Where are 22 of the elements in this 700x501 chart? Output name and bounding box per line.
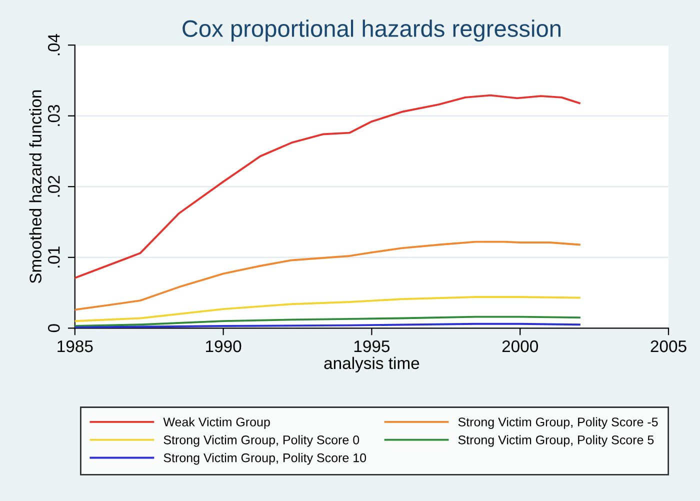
legend-label: Strong Victim Group, Polity Score -5: [458, 417, 658, 429]
x-tick-label: 1995: [354, 340, 390, 352]
legend-label: Strong Victim Group, Polity Score 5: [458, 435, 654, 447]
legend-label: Strong Victim Group, Polity Score 10: [164, 453, 366, 465]
legend-label: Weak Victim Group: [163, 417, 270, 429]
line-series: [74, 316, 580, 328]
y-tick-label: .02: [48, 176, 60, 197]
y-tick-label: .03: [48, 105, 60, 126]
x-tick-label: 2005: [650, 340, 686, 352]
chart-title: Cox proportional hazards regression: [182, 20, 560, 42]
legend-label: Strong Victim Group, Polity Score 0: [164, 435, 360, 447]
line-series: [74, 296, 580, 322]
line-series: [74, 240, 580, 311]
y-tick-label: .04: [48, 34, 60, 56]
line-series: [74, 94, 580, 279]
x-tick-label: 2000: [502, 340, 538, 352]
y-tick-label: 0: [48, 324, 60, 332]
x-tick-label: 1985: [58, 340, 93, 352]
x-tick-label: 1990: [206, 340, 242, 352]
y-axis-title: Smoothed hazard function: [29, 90, 42, 284]
y-tick-label: .01: [48, 246, 60, 268]
x-axis-title: analysis time: [324, 356, 420, 372]
